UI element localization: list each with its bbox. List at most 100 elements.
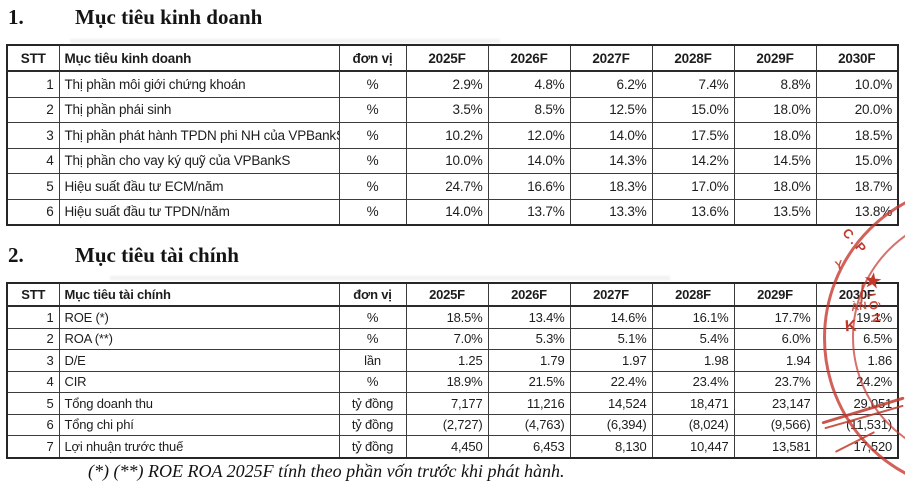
value-cell: 3.5% [405,96,489,123]
stt-cell: 4 [6,147,60,174]
header-stt: STT [6,282,60,307]
value-cell: 1.94 [733,349,817,372]
table-row: 6 Hiệu suất đầu tư TPDN/năm % 14.0% 13.7… [6,198,899,226]
table-row: 5 Hiệu suất đầu tư ECM/năm % 24.7% 16.6%… [6,173,899,200]
value-cell: 1.97 [569,349,653,372]
value-cell: 1.25 [405,349,489,372]
value-cell: 18.0% [733,96,817,123]
stt-cell: 2 [6,327,60,350]
unit-cell: % [338,198,407,226]
table-row: 4 CIR % 18.9% 21.5% 22.4% 23.4% 23.7% 24… [6,370,899,393]
unit-cell: % [338,305,407,329]
header-unit: đơn vị [338,44,407,72]
stt-cell: 4 [6,370,60,393]
value-cell: 8.8% [733,70,817,98]
value-cell: 18.5% [405,305,489,329]
table-header-row: STT Mục tiêu kinh doanh đơn vị 2025F 202… [6,44,899,72]
value-cell: 5.1% [569,327,653,350]
business-targets-table: STT Mục tiêu kinh doanh đơn vị 2025F 202… [6,44,899,226]
stt-cell: 5 [6,392,60,415]
table-row: 1 ROE (*) % 18.5% 13.4% 14.6% 16.1% 17.7… [6,305,899,329]
name-cell: Thị phần cho vay ký quỹ của VPBankS [58,147,340,174]
stt-cell: 3 [6,122,60,149]
value-cell: 18,471 [651,392,735,415]
name-cell: Tổng doanh thu [58,392,340,415]
value-cell: 15.0% [815,147,899,174]
value-cell: 20.0% [815,96,899,123]
header-2030f: 2030F [815,282,899,307]
value-cell: 13,581 [733,435,817,458]
value-cell: 7.4% [651,70,735,98]
value-cell: 6.5% [815,327,899,350]
header-2028f: 2028F [651,44,735,72]
section-2-title: Mục tiêu tài chính [75,243,239,267]
table-row: 2 Thị phần phái sinh % 3.5% 8.5% 12.5% 1… [6,96,899,123]
value-cell: 17.7% [733,305,817,329]
stt-cell: 6 [6,413,60,436]
unit-cell: % [338,147,407,174]
name-cell: D/E [58,349,340,372]
value-cell: 2.9% [405,70,489,98]
value-cell: 8.5% [487,96,571,123]
value-cell: 14.3% [569,147,653,174]
header-2026f: 2026F [487,282,571,307]
name-cell: Thị phần môi giới chứng khoán [58,70,340,98]
value-cell: 10.0% [815,70,899,98]
stt-cell: 5 [6,173,60,200]
value-cell: 18.5% [815,122,899,149]
value-cell: 6.0% [733,327,817,350]
value-cell: 18.9% [405,370,489,393]
header-name: Mục tiêu tài chính [58,282,340,307]
table-row: 2 ROA (**) % 7.0% 5.3% 5.1% 5.4% 6.0% 6.… [6,327,899,350]
section-1-title: Mục tiêu kinh doanh [75,5,263,29]
value-cell: 14.0% [569,122,653,149]
stt-cell: 7 [6,435,60,458]
value-cell: 5.4% [651,327,735,350]
header-2029f: 2029F [733,282,817,307]
section-2-number: 2. [8,243,24,267]
table-row: 3 D/E lần 1.25 1.79 1.97 1.98 1.94 1.86 [6,349,899,372]
unit-cell: % [338,96,407,123]
unit-cell: % [338,370,407,393]
value-cell: 23.7% [733,370,817,393]
value-cell: 16.1% [651,305,735,329]
value-cell: 12.5% [569,96,653,123]
value-cell: 14.0% [487,147,571,174]
stt-cell: 6 [6,198,60,226]
value-cell: 14.2% [651,147,735,174]
header-2025f: 2025F [405,44,489,72]
value-cell: 19.1% [815,305,899,329]
header-2025f: 2025F [405,282,489,307]
table-row: 6 Tổng chi phí tỷ đồng (2,727) (4,763) (… [6,413,899,436]
value-cell: 1.86 [815,349,899,372]
section-1-heading: 1. Mục tiêu kinh doanh [8,5,262,30]
table-row: 4 Thị phần cho vay ký quỹ của VPBankS % … [6,147,899,174]
unit-cell: % [338,327,407,350]
name-cell: CIR [58,370,340,393]
value-cell: 10.0% [405,147,489,174]
stt-cell: 2 [6,96,60,123]
header-stt: STT [6,44,60,72]
value-cell: 29,051 [815,392,899,415]
value-cell: 14.5% [733,147,817,174]
unit-cell: % [338,70,407,98]
value-cell: 15.0% [651,96,735,123]
value-cell: 13.7% [487,198,571,226]
scan-smudge [70,39,500,43]
name-cell: Lợi nhuận trước thuế [58,435,340,458]
value-cell: (4,763) [487,413,571,436]
table-header-row: STT Mục tiêu tài chính đơn vị 2025F 2026… [6,282,899,307]
value-cell: 12.0% [487,122,571,149]
table-row: 3 Thị phần phát hành TPDN phi NH của VPB… [6,122,899,149]
unit-cell: % [338,173,407,200]
stt-cell: 3 [6,349,60,372]
value-cell: 10,447 [651,435,735,458]
header-name: Mục tiêu kinh doanh [58,44,340,72]
value-cell: (6,394) [569,413,653,436]
value-cell: 13.4% [487,305,571,329]
header-2027f: 2027F [569,44,653,72]
scan-smudge [110,276,670,280]
value-cell: 23.4% [651,370,735,393]
table-row: 1 Thị phần môi giới chứng khoán % 2.9% 4… [6,70,899,98]
value-cell: 14,524 [569,392,653,415]
